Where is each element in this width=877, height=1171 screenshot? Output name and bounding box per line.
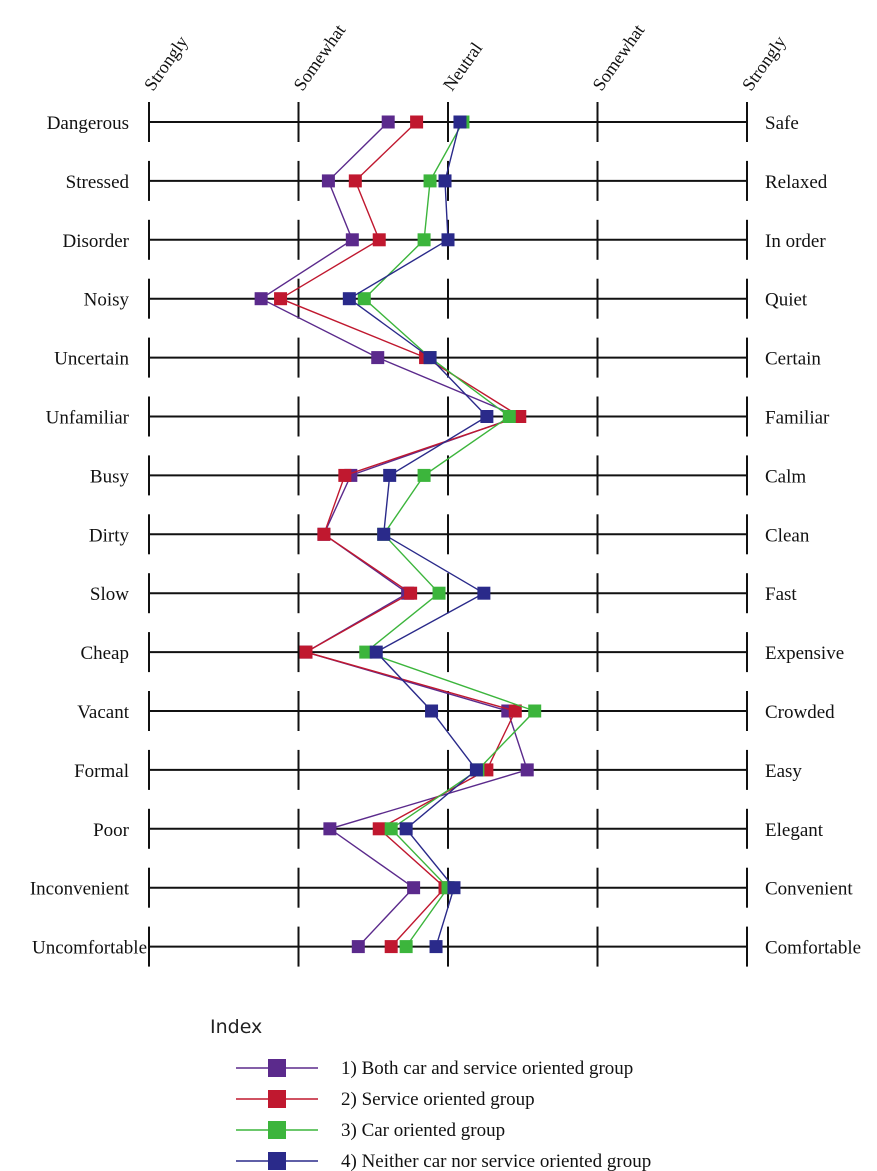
series-4-point-7 [377, 527, 391, 541]
series-4-point-11 [469, 763, 483, 777]
scale-label-3: Somewhat [588, 21, 648, 95]
series-1-point-1 [321, 174, 335, 188]
series-4-point-5 [480, 410, 494, 423]
right-label-8: Fast [765, 584, 797, 605]
right-label-2: In order [765, 231, 826, 252]
left-label-12: Poor [93, 820, 130, 841]
left-label-6: Busy [90, 466, 130, 487]
series-4-point-2 [441, 233, 455, 247]
series-3-point-3 [357, 292, 371, 306]
series-4-point-14 [429, 940, 443, 954]
series-4-point-1 [438, 174, 452, 188]
left-label-3: Noisy [84, 290, 130, 311]
series-1-point-4 [371, 351, 385, 365]
right-label-12: Elegant [765, 820, 824, 841]
scale-label-2: Neutral [439, 39, 486, 95]
legend-swatch-marker-2 [268, 1090, 286, 1108]
left-adjective-labels: Dangerous Stressed Disorder Noisy Uncertain U… [30, 113, 147, 959]
series-4-point-10 [425, 704, 439, 718]
right-label-0: Safe [765, 113, 799, 134]
series-2 [274, 115, 527, 954]
series-2-point-9 [299, 645, 313, 659]
series-4-point-13 [447, 881, 461, 895]
right-label-14: Comfortable [765, 938, 861, 959]
series-1-point-2 [345, 233, 359, 247]
series-2-point-3 [274, 292, 288, 306]
right-label-13: Convenient [765, 879, 853, 900]
series-3-point-14 [399, 940, 413, 954]
series-2-point-14 [384, 940, 398, 954]
legend-title: Index [210, 1016, 262, 1038]
left-label-2: Disorder [63, 231, 130, 252]
series-3-point-12 [384, 822, 398, 836]
series-2-point-5 [513, 410, 527, 423]
left-label-14: Uncomfortable [32, 938, 147, 959]
series-4-point-9 [369, 645, 383, 659]
right-label-9: Expensive [765, 643, 844, 664]
series-1-point-0 [381, 115, 395, 129]
series-3-point-1 [423, 174, 437, 188]
series-3-point-10 [528, 704, 542, 718]
left-label-7: Dirty [89, 525, 130, 546]
right-label-3: Quiet [765, 290, 808, 311]
series-3-point-2 [417, 233, 431, 247]
series-1-point-11 [520, 763, 534, 777]
legend-swatch-marker-1 [268, 1059, 286, 1077]
legend-label-3: 3) Car oriented group [341, 1120, 505, 1141]
series-3-point-6 [417, 468, 431, 482]
scale-labels: Strongly Somewhat Neutral Somewhat Strongly [140, 21, 790, 95]
series-2-point-7 [317, 527, 331, 541]
series-2-point-6 [338, 468, 352, 482]
series-2-point-1 [348, 174, 362, 188]
series-2-point-10 [508, 704, 522, 718]
series-lines [254, 115, 542, 954]
series-4-point-6 [383, 468, 397, 482]
right-label-1: Relaxed [765, 172, 828, 193]
legend-swatch-marker-3 [268, 1121, 286, 1139]
legend-label-1: 1) Both car and service oriented group [341, 1058, 633, 1079]
series-1-point-14 [351, 940, 365, 954]
series-1-point-13 [407, 881, 421, 895]
right-label-10: Crowded [765, 702, 835, 723]
series-1-point-12 [323, 822, 337, 836]
right-label-7: Clean [765, 525, 810, 546]
series-2-point-12 [372, 822, 386, 836]
series-4 [342, 115, 494, 954]
left-label-9: Cheap [80, 643, 129, 664]
left-label-4: Uncertain [54, 349, 129, 370]
legend-label-2: 2) Service oriented group [341, 1089, 535, 1110]
series-1-point-3 [254, 292, 268, 306]
series-3-point-8 [432, 586, 446, 600]
right-label-6: Calm [765, 466, 806, 487]
legend-label-4: 4) Neither car nor service oriented grou… [341, 1151, 651, 1171]
scale-label-4: Strongly [738, 32, 790, 94]
scale-label-1: Somewhat [289, 21, 349, 95]
legend: Index 1) Both car and service oriented g… [210, 1016, 651, 1171]
series-3-point-9 [359, 645, 373, 659]
left-label-10: Vacant [77, 702, 129, 723]
series-4-point-12 [399, 822, 413, 836]
series-4-point-3 [342, 292, 356, 306]
left-label-5: Unfamiliar [46, 408, 130, 429]
series-4-point-4 [423, 351, 437, 365]
left-label-8: Slow [90, 584, 129, 605]
item-axes [149, 121, 747, 948]
series-2-point-8 [404, 586, 418, 600]
left-label-0: Dangerous [47, 113, 129, 134]
left-label-1: Stressed [66, 172, 130, 193]
series-4-point-0 [453, 115, 467, 129]
left-label-13: Inconvenient [30, 879, 130, 900]
legend-swatch-marker-4 [268, 1152, 286, 1170]
series-4-point-8 [477, 586, 491, 600]
right-label-4: Certain [765, 349, 821, 370]
series-3-point-5 [502, 410, 516, 423]
series-2-point-0 [410, 115, 424, 129]
right-label-11: Easy [765, 761, 802, 782]
left-label-11: Formal [74, 761, 129, 782]
right-label-5: Familiar [765, 408, 830, 429]
scale-label-0: Strongly [140, 32, 192, 94]
right-adjective-labels: Safe Relaxed In order Quiet Certain Familiar C… [765, 113, 861, 959]
series-2-point-2 [372, 233, 386, 247]
